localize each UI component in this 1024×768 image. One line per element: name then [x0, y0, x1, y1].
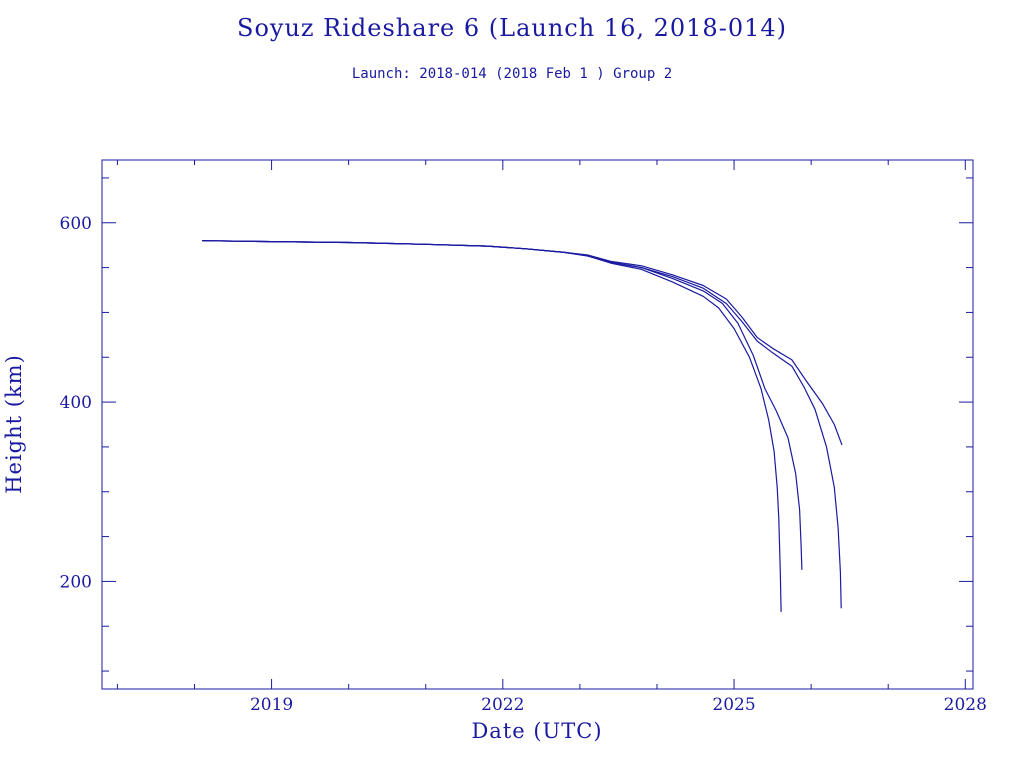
chart-title: Soyuz Rideshare 6 (Launch 16, 2018-014)	[237, 14, 787, 42]
y-tick-label: 600	[60, 214, 92, 234]
plot-frame	[101, 159, 974, 690]
x-axis-title: Date (UTC)	[471, 719, 602, 743]
x-tick-label: 2025	[712, 695, 755, 715]
series-line-3	[202, 240, 842, 609]
x-tick-label: 2022	[481, 695, 524, 715]
x-tick-label: 2028	[944, 695, 987, 715]
y-tick-label: 200	[60, 572, 92, 592]
y-tick-label: 400	[60, 393, 92, 413]
series-lines	[202, 240, 843, 612]
series-line-4	[202, 240, 843, 446]
y-axis-title: Height (km)	[2, 354, 26, 494]
chart-subtitle: Launch: 2018-014 (2018 Feb 1 ) Group 2	[351, 66, 673, 82]
tick-marks	[102, 160, 973, 689]
series-line-1	[202, 240, 782, 612]
tick-labels: 2019 2022 2025 2028 200 400 600	[60, 214, 987, 715]
x-tick-label: 2019	[250, 695, 293, 715]
